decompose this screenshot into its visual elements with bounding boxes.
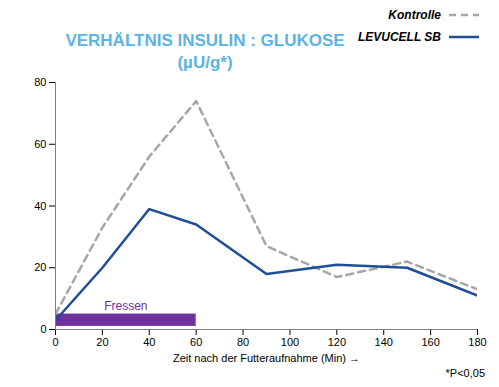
svg-text:80: 80 [237, 336, 249, 348]
html-text:Kontrolle: Kontrolle [388, 8, 441, 22]
svg-text:80: 80 [34, 76, 46, 88]
html-text:VERHÄLTNIS INSULIN : GLUKOSE: VERHÄLTNIS INSULIN : GLUKOSE [65, 31, 345, 50]
svg-text:180: 180 [468, 336, 486, 348]
svg-text:160: 160 [421, 336, 439, 348]
svg-text:60: 60 [190, 336, 202, 348]
svg-text:Fressen: Fressen [104, 299, 147, 313]
svg-text:0: 0 [40, 323, 46, 335]
html-text:*P<0,05: *P<0,05 [445, 367, 485, 379]
svg-text:0: 0 [52, 336, 58, 348]
svg-text:20: 20 [96, 336, 108, 348]
html-text:LEVUCELL SB: LEVUCELL SB [357, 30, 441, 44]
svg-text:100: 100 [281, 336, 299, 348]
svg-text:60: 60 [34, 138, 46, 150]
svg-text:140: 140 [375, 336, 393, 348]
svg-text:Zeit nach der Futteraufnahme (: Zeit nach der Futteraufnahme (Min) → [173, 352, 360, 364]
svg-text:40: 40 [34, 200, 46, 212]
svg-text:40: 40 [143, 336, 155, 348]
html-text:(µU/g*): (µU/g*) [177, 53, 233, 72]
svg-text:120: 120 [328, 336, 346, 348]
svg-text:20: 20 [34, 261, 46, 273]
